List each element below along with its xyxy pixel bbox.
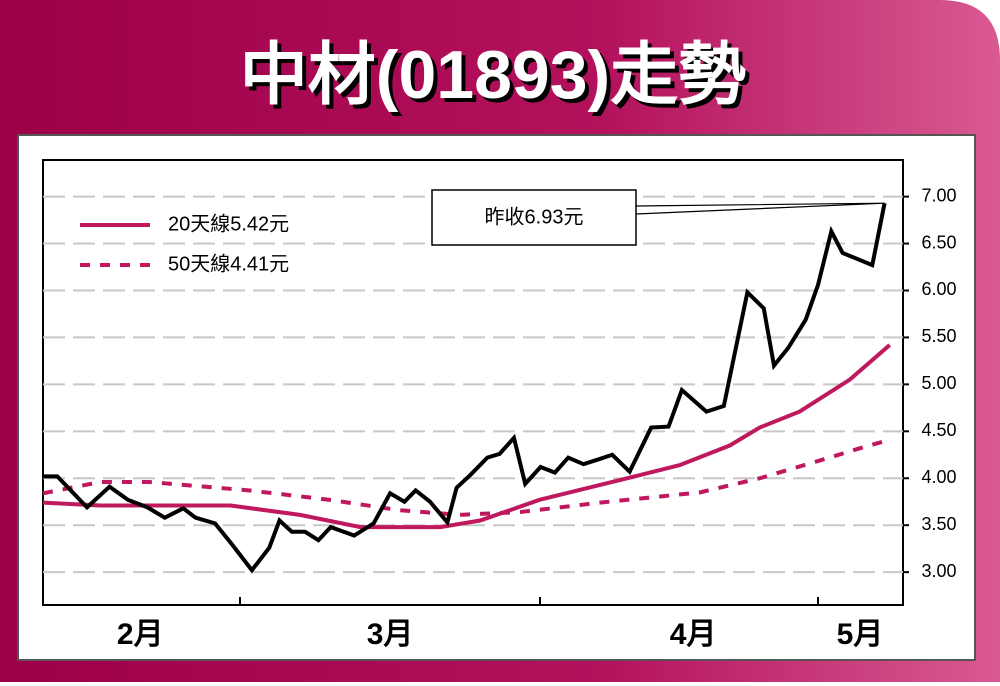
legend-label: 20天線5.42元 (168, 212, 289, 235)
legend: 20天線5.42元 50天線4.41元 (80, 212, 289, 275)
series-line (42, 437, 891, 517)
y-tick-label: 6.50 (921, 232, 956, 252)
y-tick-label: 3.50 (921, 514, 956, 534)
x-tick-label: 5月 (837, 618, 884, 651)
annotation: 昨收6.93元 (431, 189, 885, 246)
annotation-text: 昨收6.93元 (485, 205, 584, 228)
x-tick-label: 4月 (670, 618, 717, 651)
x-tick-label: 3月 (367, 618, 414, 651)
x-tick-label: 2月 (117, 618, 164, 651)
legend-label: 50天線4.41元 (168, 252, 289, 275)
y-tick-label: 6.00 (921, 279, 956, 299)
annotation-leader (635, 202, 885, 215)
annotation-box (431, 189, 637, 246)
y-tick-label: 4.50 (921, 420, 956, 440)
series-line (43, 202, 887, 574)
month-separators (239, 597, 819, 605)
y-tick-label: 4.00 (921, 467, 956, 487)
y-tick-label: 3.00 (921, 561, 956, 581)
y-tick-label: 5.00 (921, 373, 956, 393)
y-tick-label: 7.00 (921, 185, 956, 205)
title-shadow: 中材(01893)走勢 (244, 41, 750, 117)
y-tick-label: 5.50 (921, 326, 956, 346)
series-line (42, 343, 892, 530)
lines (42, 202, 892, 574)
chart-title: 中材(01893)走勢 (240, 37, 746, 113)
